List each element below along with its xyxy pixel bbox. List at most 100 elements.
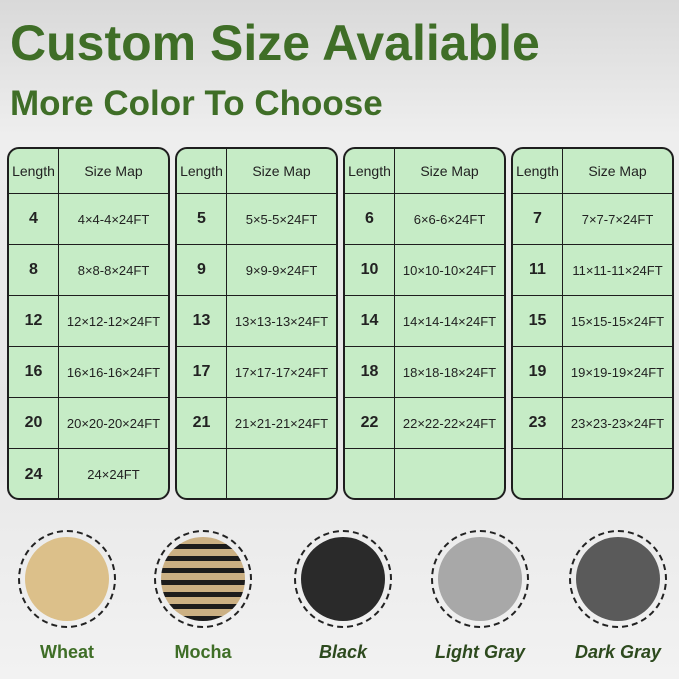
color-label: Light Gray: [434, 642, 525, 662]
size-table: Length Size Map 7 7×7-7×24FT 11 11×11-11×24FT…: [511, 147, 674, 500]
headline: Custom Size Avaliable: [10, 15, 540, 71]
size-cell: 11×11-11×24FT: [572, 262, 663, 278]
size-cell: [563, 449, 672, 498]
length-cell: 23: [513, 398, 563, 448]
table-row: 12 12×12-12×24FT: [9, 296, 168, 347]
length-cell: [177, 449, 227, 498]
table-row: 9 9×9-9×24FT: [177, 245, 336, 296]
table-row: 5 5×5-5×24FT: [177, 194, 336, 245]
length-cell: 10: [345, 245, 395, 295]
length-cell: 9: [177, 245, 227, 295]
size-cell: 21×21-21×24FT: [234, 415, 329, 431]
table-row: 7 7×7-7×24FT: [513, 194, 672, 245]
size-cell: 19×19-19×24FT: [570, 364, 665, 380]
length-cell: 19: [513, 347, 563, 397]
size-table: Length Size Map 5 5×5-5×24FT 9 9×9-9×24FT 13 13…: [175, 147, 338, 500]
length-cell: 4: [9, 194, 59, 244]
size-cell: 14×14-14×24FT: [402, 313, 497, 329]
header-size-map: Size Map: [84, 163, 143, 179]
size-cell: 15×15-15×24FT: [570, 313, 665, 329]
length-cell: 11: [513, 245, 563, 295]
length-cell: 24: [9, 449, 59, 498]
table-row: 22 22×22-22×24FT: [345, 398, 504, 449]
length-cell: 13: [177, 296, 227, 346]
color-swatch-dark-gray: [569, 530, 667, 628]
table-row: 13 13×13-13×24FT: [177, 296, 336, 347]
length-cell: 17: [177, 347, 227, 397]
size-cell: 23×23-23×24FT: [570, 415, 665, 431]
length-cell: 12: [9, 296, 59, 346]
size-cell: 17×17-17×24FT: [234, 364, 329, 380]
table-row: 23 23×23-23×24FT: [513, 398, 672, 449]
header-length: Length: [9, 149, 59, 193]
table-row: 21 21×21-21×24FT: [177, 398, 336, 449]
table-row: 8 8×8-8×24FT: [9, 245, 168, 296]
header-length: Length: [345, 149, 395, 193]
color-swatch-light-gray: [431, 530, 529, 628]
length-cell: 18: [345, 347, 395, 397]
header-length: Length: [177, 149, 227, 193]
size-cell: 20×20-20×24FT: [66, 415, 161, 431]
swatch-fill: [25, 537, 109, 621]
length-cell: [513, 449, 563, 498]
size-cell: 9×9-9×24FT: [245, 262, 318, 278]
size-cell: [395, 449, 504, 498]
length-cell: 14: [345, 296, 395, 346]
table-header-row: Length Size Map: [177, 149, 336, 194]
size-cell: 6×6-6×24FT: [413, 211, 486, 227]
table-row: 10 10×10-10×24FT: [345, 245, 504, 296]
color-swatch-black: [294, 530, 392, 628]
table-row: 17 17×17-17×24FT: [177, 347, 336, 398]
swatch-fill: [161, 537, 245, 621]
table-row: 20 20×20-20×24FT: [9, 398, 168, 449]
table-row: [345, 449, 504, 498]
table-row: 18 18×18-18×24FT: [345, 347, 504, 398]
length-cell: 5: [177, 194, 227, 244]
color-label: Mocha: [174, 642, 232, 662]
size-cell: 22×22-22×24FT: [402, 415, 497, 431]
size-cell: 10×10-10×24FT: [402, 262, 497, 278]
length-cell: 6: [345, 194, 395, 244]
color-swatch-wheat: [18, 530, 116, 628]
length-cell: 20: [9, 398, 59, 448]
table-row: 15 15×15-15×24FT: [513, 296, 672, 347]
size-cell: 16×16-16×24FT: [66, 364, 161, 380]
table-row: 4 4×4-4×24FT: [9, 194, 168, 245]
table-row: 11 11×11-11×24FT: [513, 245, 672, 296]
length-cell: 21: [177, 398, 227, 448]
subheadline: More Color To Choose: [10, 84, 383, 123]
size-cell: 24×24FT: [87, 467, 140, 482]
size-cell: 7×7-7×24FT: [581, 211, 654, 227]
table-header-row: Length Size Map: [345, 149, 504, 194]
table-header-row: Length Size Map: [9, 149, 168, 194]
length-cell: 8: [9, 245, 59, 295]
table-row: 14 14×14-14×24FT: [345, 296, 504, 347]
table-header-row: Length Size Map: [513, 149, 672, 194]
table-row: 16 16×16-16×24FT: [9, 347, 168, 398]
size-table: Length Size Map 6 6×6-6×24FT 10 10×10-10×24FT…: [343, 147, 506, 500]
table-row: 6 6×6-6×24FT: [345, 194, 504, 245]
size-cell: 8×8-8×24FT: [77, 262, 150, 278]
size-cell: 4×4-4×24FT: [77, 211, 150, 227]
size-cell: 5×5-5×24FT: [245, 211, 318, 227]
length-cell: [345, 449, 395, 498]
table-row: [513, 449, 672, 498]
table-row: 19 19×19-19×24FT: [513, 347, 672, 398]
size-cell: 13×13-13×24FT: [234, 313, 329, 329]
length-cell: 22: [345, 398, 395, 448]
size-cell: [227, 449, 336, 498]
size-table: Length Size Map 4 4×4-4×24FT 8 8×8-8×24FT 12 12…: [7, 147, 170, 500]
length-cell: 7: [513, 194, 563, 244]
color-label: Black: [318, 642, 368, 662]
length-cell: 16: [9, 347, 59, 397]
swatch-fill: [438, 537, 522, 621]
color-swatch-mocha: [154, 530, 252, 628]
table-row: [177, 449, 336, 498]
header-size-map: Size Map: [420, 163, 479, 179]
color-label: Wheat: [40, 642, 94, 662]
color-label: Dark Gray: [574, 642, 662, 662]
header-size-map: Size Map: [588, 163, 647, 179]
size-cell: 12×12-12×24FT: [66, 313, 161, 329]
header-size-map: Size Map: [252, 163, 311, 179]
swatch-fill: [301, 537, 385, 621]
